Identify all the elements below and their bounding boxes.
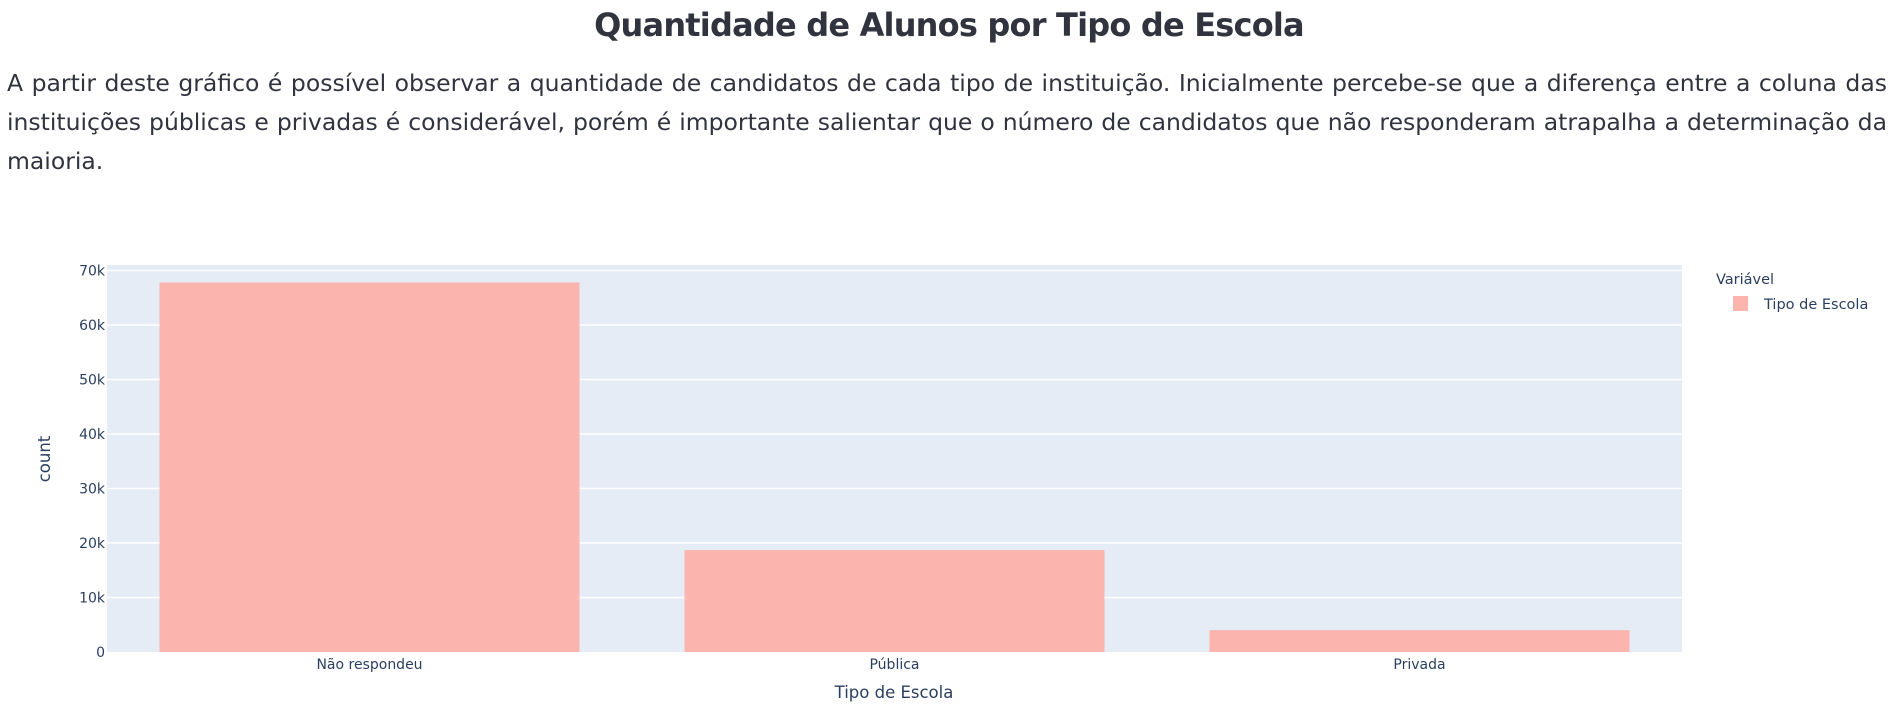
legend-title: Variável — [1716, 272, 1774, 288]
bar-chart: 0 10k 20k 30k 40k 50k 60k 70k Não respondeu Públ… — [0, 240, 1898, 726]
legend-swatch[interactable] — [1733, 296, 1748, 311]
chart-description: A partir deste gráfico é possível observ… — [7, 64, 1887, 181]
y-tick-label: 20k — [79, 536, 106, 552]
y-axis-title: count — [35, 435, 54, 482]
y-tick-label: 60k — [79, 318, 106, 334]
x-tick-label: Privada — [1393, 657, 1445, 673]
y-tick-label: 0 — [96, 645, 105, 661]
y-tick-label: 70k — [79, 263, 106, 279]
y-tick-label: 30k — [79, 481, 106, 497]
y-tick-label: 50k — [79, 372, 106, 388]
x-tick-labels: Não respondeu Pública Privada — [316, 657, 1445, 673]
bar[interactable] — [1210, 630, 1630, 652]
bar[interactable] — [685, 550, 1105, 652]
chart-container: 0 10k 20k 30k 40k 50k 60k 70k Não respondeu Públ… — [0, 240, 1898, 726]
page-title: Quantidade de Alunos por Tipo de Escola — [0, 2, 1898, 48]
y-tick-label: 10k — [79, 590, 106, 606]
legend: Variável Tipo de Escola — [1716, 272, 1868, 313]
bar[interactable] — [160, 282, 580, 652]
legend-item-label[interactable]: Tipo de Escola — [1763, 297, 1868, 313]
x-tick-label: Pública — [869, 657, 919, 673]
y-tick-labels: 0 10k 20k 30k 40k 50k 60k 70k — [79, 263, 106, 661]
x-axis-title: Tipo de Escola — [834, 683, 954, 702]
x-tick-label: Não respondeu — [316, 657, 422, 673]
y-tick-label: 40k — [79, 427, 106, 443]
